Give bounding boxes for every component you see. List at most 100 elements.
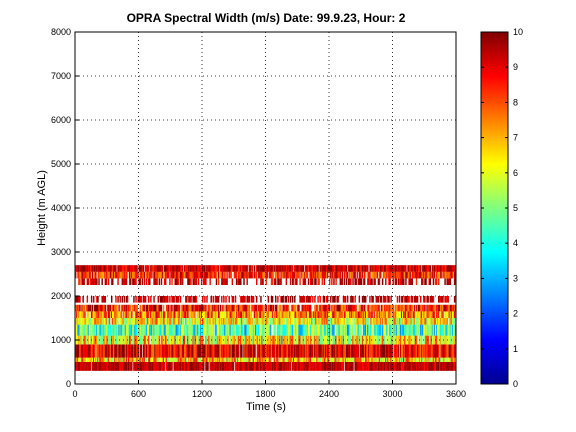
heatmap-cell — [363, 362, 366, 371]
heatmap-cell — [291, 304, 294, 312]
heatmap-cell — [275, 357, 277, 362]
heatmap-cell — [173, 304, 175, 312]
heatmap-cell — [411, 324, 414, 336]
heatmap-cell — [185, 344, 187, 358]
heatmap-cell — [223, 362, 225, 371]
heatmap-cell — [398, 271, 401, 279]
heatmap-cell — [312, 357, 314, 362]
x-tick-label: 600 — [131, 389, 146, 399]
heatmap-cell — [180, 311, 183, 318]
heatmap-cell — [352, 344, 354, 358]
heatmap-cell — [149, 357, 151, 362]
heatmap-cell — [337, 362, 339, 371]
heatmap-cell — [424, 271, 426, 279]
heatmap-cell — [263, 335, 265, 345]
heatmap-cell — [311, 357, 313, 362]
heatmap-cell — [442, 296, 444, 303]
heatmap-cell — [265, 318, 267, 325]
heatmap-cell — [188, 344, 190, 358]
heatmap-cell — [246, 311, 248, 318]
heatmap-cell — [435, 265, 438, 272]
heatmap-cell — [443, 357, 445, 362]
heatmap-cell — [100, 318, 102, 325]
heatmap-cell — [308, 265, 311, 272]
heatmap-cell — [442, 324, 444, 336]
heatmap-cell — [371, 304, 373, 312]
heatmap-cell — [349, 311, 351, 318]
heatmap-cell — [413, 335, 416, 345]
heatmap-cell — [420, 304, 422, 312]
heatmap-cell — [373, 344, 375, 358]
heatmap-cell — [206, 271, 208, 279]
heatmap-cell — [273, 362, 276, 371]
heatmap-cell — [263, 311, 265, 318]
heatmap-cell — [135, 271, 137, 279]
heatmap-cell — [109, 362, 112, 371]
heatmap-cell — [402, 362, 404, 371]
heatmap-cell — [81, 304, 83, 312]
heatmap-cell — [113, 357, 115, 362]
heatmap-cell — [281, 362, 283, 371]
heatmap-cell — [289, 324, 292, 336]
heatmap-cell — [400, 357, 403, 362]
heatmap-cell — [164, 357, 167, 362]
heatmap-cell — [146, 324, 149, 336]
heatmap-cell — [130, 265, 132, 272]
heatmap-cell — [392, 357, 394, 362]
heatmap-cell — [371, 271, 373, 279]
heatmap-cell — [332, 271, 334, 279]
heatmap-cell — [169, 344, 171, 358]
heatmap-cell — [130, 335, 132, 345]
heatmap-cell — [307, 324, 310, 336]
heatmap-cell — [163, 324, 166, 336]
heatmap-cell — [160, 357, 163, 362]
heatmap-cell — [336, 362, 338, 371]
heatmap-cell — [243, 318, 245, 325]
heatmap-cell — [443, 318, 445, 325]
heatmap-cell — [439, 296, 441, 303]
heatmap-cell — [415, 362, 418, 371]
heatmap-cell — [394, 324, 397, 336]
heatmap-cell — [433, 304, 436, 312]
heatmap-cell — [138, 278, 140, 285]
heatmap-cell — [275, 271, 277, 279]
heatmap-cell — [191, 357, 193, 362]
heatmap-cell — [436, 335, 439, 345]
heatmap-cell — [400, 324, 403, 336]
heatmap-cell — [382, 362, 385, 371]
heatmap-cell — [117, 318, 119, 325]
heatmap-cell — [407, 271, 409, 279]
heatmap-cell — [240, 278, 242, 285]
heatmap-cell — [190, 324, 192, 336]
heatmap-cell — [175, 344, 177, 358]
heatmap-cell — [410, 304, 412, 312]
heatmap-cell — [448, 357, 451, 362]
heatmap-cell — [283, 318, 285, 325]
heatmap-cell — [295, 357, 297, 362]
heatmap-cell — [141, 304, 144, 312]
heatmap-cell — [341, 335, 344, 345]
heatmap-cell — [203, 362, 205, 371]
y-tick-label: 6000 — [51, 115, 71, 125]
heatmap-cell — [284, 335, 287, 345]
heatmap-cell — [318, 344, 320, 358]
heatmap-cell — [96, 362, 98, 371]
heatmap-cell — [318, 318, 320, 325]
heatmap-cell — [89, 278, 92, 285]
heatmap-cell — [447, 271, 449, 279]
heatmap-cell — [397, 311, 400, 318]
heatmap-cell — [250, 318, 253, 325]
heatmap-cell — [333, 278, 335, 285]
heatmap-cell — [119, 271, 121, 279]
heatmap-cell — [121, 304, 124, 312]
x-tick-label: 1800 — [255, 389, 275, 399]
heatmap-cell — [85, 318, 88, 325]
heatmap-cell — [329, 265, 331, 272]
heatmap-cell — [371, 311, 373, 318]
heatmap-cell — [231, 278, 234, 285]
heatmap-cell — [124, 265, 127, 272]
heatmap-cell — [143, 344, 146, 358]
heatmap-cell — [206, 311, 208, 318]
heatmap-cell — [453, 265, 456, 272]
heatmap-cell — [194, 265, 197, 272]
